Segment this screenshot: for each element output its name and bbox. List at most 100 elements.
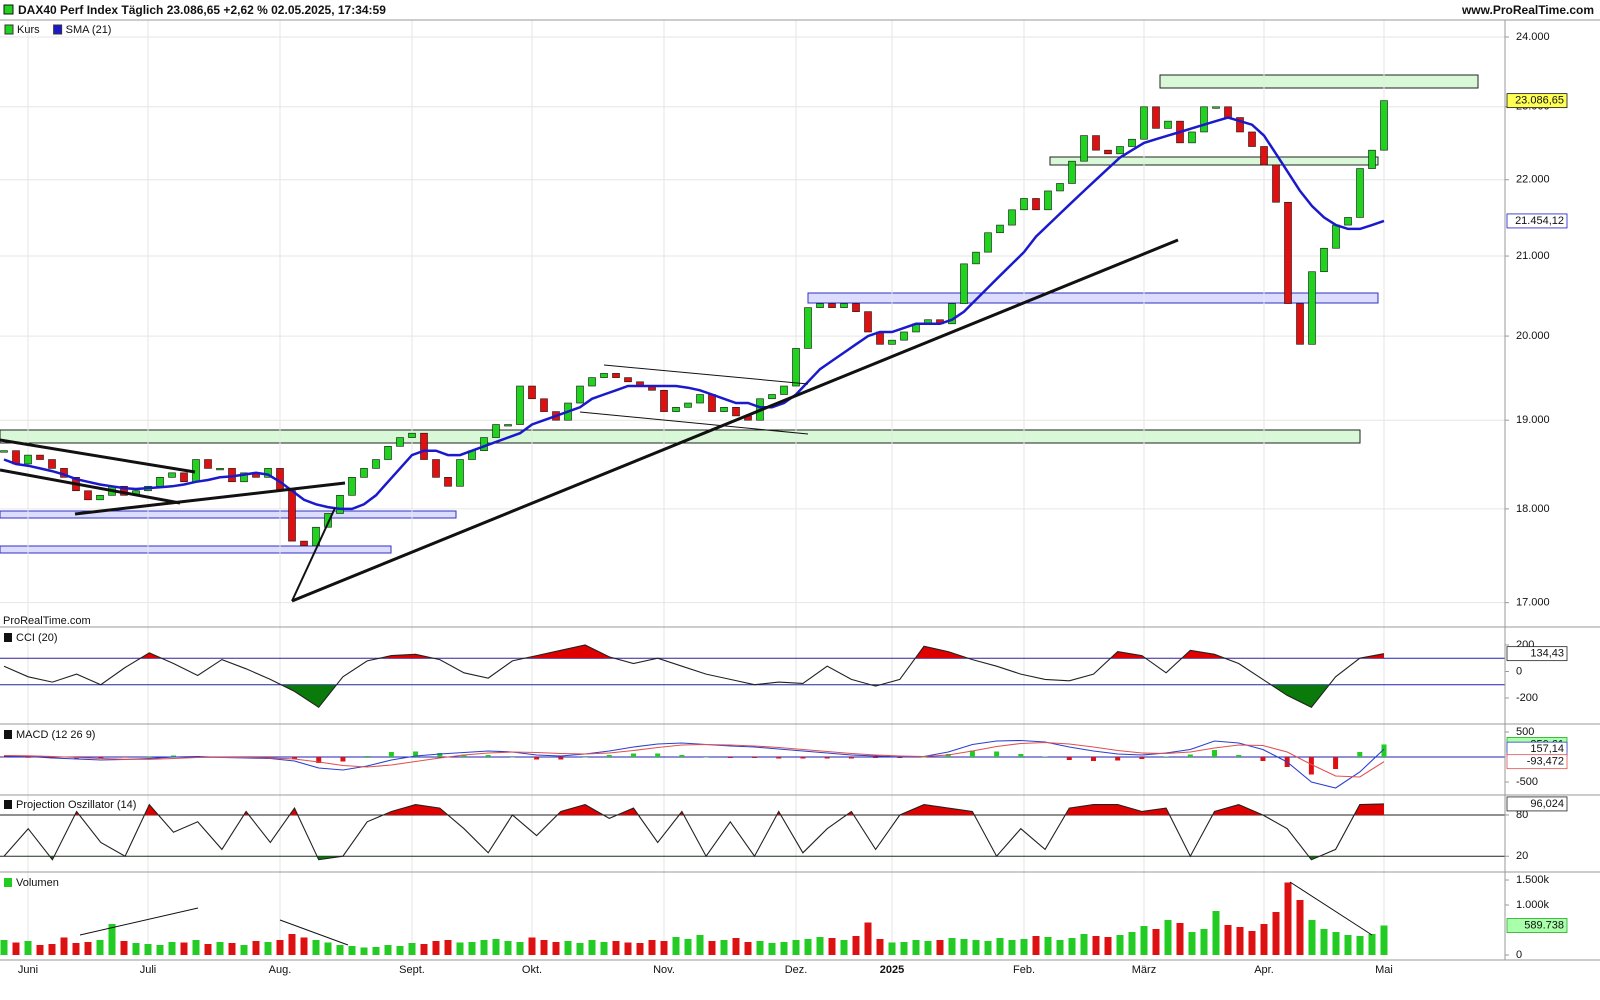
indicator-line	[3, 644, 1385, 709]
candle	[780, 385, 788, 395]
volume-bar	[456, 942, 464, 955]
candle	[288, 490, 296, 542]
trend-line	[0, 468, 181, 505]
candle	[168, 472, 176, 478]
histogram-bar	[1, 757, 7, 758]
volume-bar	[48, 944, 56, 955]
volume-bar	[432, 941, 440, 955]
candle	[1008, 209, 1016, 226]
volume-bar	[192, 940, 200, 955]
volume-bar	[300, 937, 308, 955]
histogram-bar	[1163, 756, 1169, 757]
candle	[828, 303, 836, 308]
volume-bar	[384, 945, 392, 955]
volume-bar	[1188, 932, 1196, 955]
volume-bar	[828, 938, 836, 955]
source[interactable]: www.ProRealTime.com	[1461, 3, 1594, 17]
candle	[864, 311, 872, 333]
annotations	[0, 36, 1505, 604]
histogram-bar	[146, 756, 152, 757]
histogram-bar	[534, 757, 540, 760]
volume-bar	[1008, 940, 1016, 955]
candle	[1248, 131, 1256, 147]
x-tick-label: Feb.	[1013, 964, 1035, 976]
volume-bar	[324, 942, 332, 955]
candle	[324, 513, 332, 528]
candle	[348, 477, 356, 496]
y-tick-label: 17.000	[1516, 597, 1550, 609]
candle	[576, 385, 584, 404]
x-tick-label: Juli	[140, 964, 157, 976]
pane-title: MACD (12 26 9)	[16, 729, 95, 741]
volume-bar	[876, 939, 884, 955]
histogram-bar	[1357, 752, 1363, 757]
pane	[0, 882, 1388, 955]
pane-title-icon	[4, 800, 12, 809]
volume-bar	[648, 940, 656, 955]
volume-bar	[792, 940, 800, 955]
value-badge	[1506, 796, 1568, 812]
histogram-bar	[752, 757, 758, 758]
volume-bar	[1176, 923, 1184, 955]
histogram-bar	[558, 757, 564, 760]
candle	[336, 494, 344, 514]
candle	[1272, 164, 1280, 203]
volume-bar	[480, 940, 488, 955]
sma-line	[3, 116, 1385, 511]
channel-line	[603, 364, 809, 385]
candle	[24, 454, 32, 465]
volume-bar	[1128, 932, 1136, 955]
volume-bar	[936, 940, 944, 955]
volume-trend	[1289, 881, 1373, 936]
volume-bar	[1116, 935, 1124, 955]
histogram-bar	[994, 751, 1000, 757]
candle	[1188, 131, 1196, 144]
candle	[792, 348, 800, 387]
candle	[1284, 201, 1292, 304]
volume-bar	[756, 941, 764, 955]
volume-bar	[996, 938, 1004, 955]
volume-bar	[420, 944, 428, 955]
candle	[840, 303, 848, 308]
volume-bar	[72, 943, 80, 955]
candle	[708, 394, 716, 412]
candle	[972, 251, 980, 265]
volume-bar	[1092, 936, 1100, 955]
trend-line	[291, 238, 1179, 603]
volume-bar	[348, 946, 356, 955]
candle	[1056, 183, 1064, 192]
volume-bar	[312, 940, 320, 955]
histogram-bar	[1115, 757, 1121, 761]
y-tick-label: -200	[1516, 692, 1538, 704]
volume-bar	[552, 942, 560, 955]
volume-bar	[960, 939, 968, 955]
candle	[1128, 138, 1136, 147]
histogram-bar	[413, 751, 419, 757]
histogram-bar	[340, 757, 346, 762]
volume-bar	[1332, 932, 1340, 955]
volume-bar	[708, 941, 716, 955]
candle	[684, 402, 692, 408]
volume-bar	[864, 922, 872, 955]
histogram-bar	[292, 757, 298, 759]
candle	[372, 459, 380, 469]
candle	[432, 459, 440, 478]
pane-title-icon	[4, 878, 12, 887]
candle	[948, 303, 956, 325]
volume-bar	[336, 945, 344, 955]
candle	[1164, 120, 1172, 129]
y-tick-label: 18.000	[1516, 503, 1550, 515]
histogram-bar	[703, 757, 709, 758]
pane-title-icon	[4, 633, 12, 642]
legend-label: SMA (21)	[66, 24, 112, 36]
candle	[1380, 100, 1388, 151]
candle	[624, 377, 632, 383]
histogram-bar	[606, 755, 612, 757]
histogram-bar	[921, 757, 927, 758]
histogram-bar	[969, 750, 975, 757]
value-label: 96,024	[1530, 798, 1564, 810]
histogram-bar	[1090, 757, 1096, 761]
candle	[96, 494, 104, 501]
value-badge	[1506, 213, 1568, 229]
volume-bar	[900, 942, 908, 955]
